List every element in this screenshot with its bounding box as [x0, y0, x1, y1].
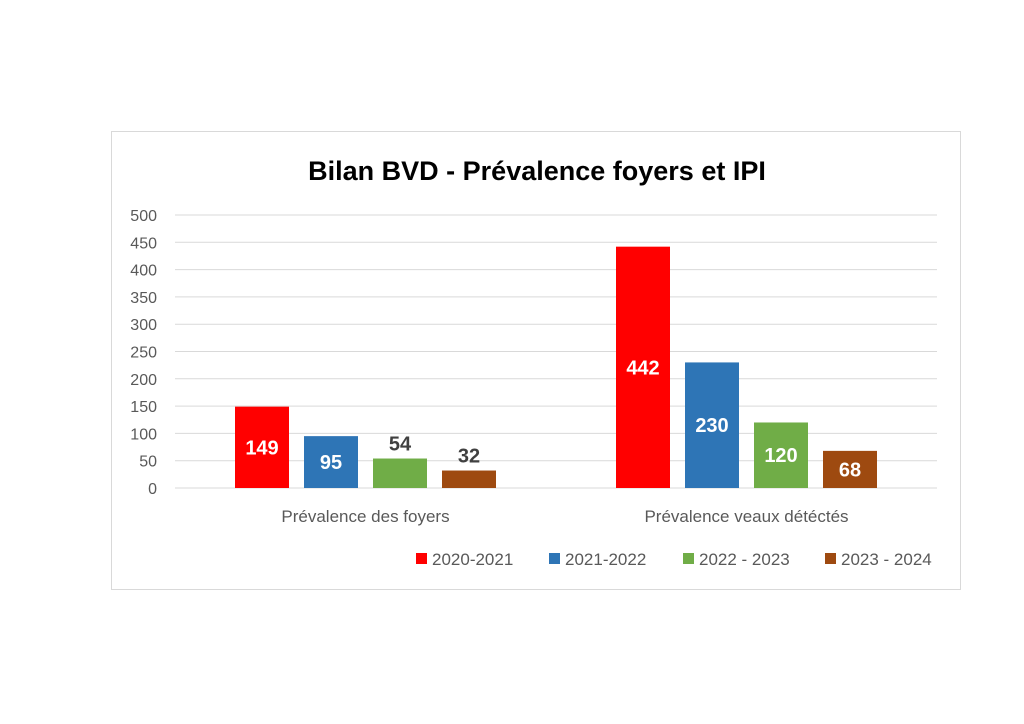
x-axis: Prévalence des foyers Prévalence veaux dé…: [281, 507, 848, 526]
x-category-label: Prévalence veaux détéctés: [644, 507, 848, 526]
legend-label: 2020-2021: [432, 550, 513, 569]
y-tick-label: 250: [130, 345, 157, 362]
y-tick-label: 150: [130, 399, 157, 416]
y-tick-label: 100: [130, 426, 157, 443]
bar: [685, 362, 739, 488]
data-label: 120: [764, 445, 797, 467]
y-tick-label: 450: [130, 235, 157, 252]
y-tick-label: 400: [130, 263, 157, 280]
data-label: 54: [389, 434, 412, 456]
y-axis: 0 50 100 150 200 250 300 350 400 450 500: [130, 208, 157, 498]
legend-label: 2022 - 2023: [699, 550, 790, 569]
bar: [304, 436, 358, 488]
data-label: 230: [695, 415, 728, 437]
data-label: 149: [245, 437, 278, 459]
bar: [442, 470, 496, 488]
bar: [754, 422, 808, 488]
y-tick-label: 500: [130, 208, 157, 225]
bar: [373, 458, 427, 488]
legend-swatch: [825, 553, 836, 564]
x-category-label: Prévalence des foyers: [281, 507, 449, 526]
data-label: 442: [626, 357, 659, 379]
data-label: 32: [458, 446, 480, 468]
chart-frame: [111, 131, 961, 590]
y-tick-label: 200: [130, 372, 157, 389]
data-labels: 149 95 54 32 442 230 120 68: [245, 357, 861, 481]
legend-swatch: [683, 553, 694, 564]
data-label: 68: [839, 459, 861, 481]
legend-swatch: [416, 553, 427, 564]
y-tick-label: 50: [139, 454, 157, 471]
legend-label: 2023 - 2024: [841, 550, 932, 569]
bars: [235, 246, 877, 488]
y-tick-label: 300: [130, 317, 157, 334]
chart-title: Bilan BVD - Prévalence foyers et IPI: [308, 156, 766, 186]
y-tick-label: 350: [130, 290, 157, 307]
gridlines: [175, 214, 937, 489]
legend-label: 2021-2022: [565, 550, 646, 569]
bar: [235, 406, 289, 488]
legend: 2020-2021 2021-2022 2022 - 2023 2023 - 2024: [416, 550, 932, 569]
y-tick-label: 0: [148, 481, 157, 498]
data-label: 95: [320, 452, 342, 474]
bar: [616, 246, 670, 488]
legend-swatch: [549, 553, 560, 564]
bar: [823, 450, 877, 488]
